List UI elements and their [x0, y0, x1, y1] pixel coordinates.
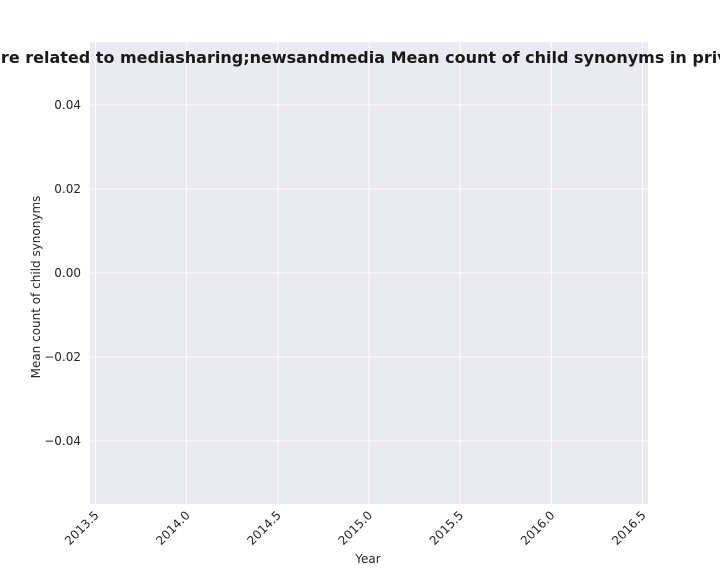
y-tick-label: −0.04 — [44, 434, 81, 448]
grid — [90, 42, 648, 504]
y-tick-label: 0.02 — [54, 182, 81, 196]
x-tick-label: 2015.5 — [427, 508, 467, 548]
x-tick-label: 2014.5 — [244, 508, 284, 548]
y-tick-label: 0.00 — [54, 266, 81, 280]
x-tick-label: 2016.5 — [609, 508, 649, 548]
x-tick-label: 2014.0 — [153, 508, 193, 548]
y-axis-ticks: 0.04 0.02 0.00 −0.02 −0.04 — [44, 98, 81, 448]
x-axis-label: Year — [354, 552, 380, 566]
y-axis-label: Mean count of child synonyms — [29, 196, 43, 379]
y-tick-label: 0.04 — [54, 98, 81, 112]
x-tick-label: 2015.0 — [336, 508, 376, 548]
x-tick-label: 2013.5 — [62, 508, 102, 548]
x-tick-label: 2016.0 — [518, 508, 558, 548]
x-axis-ticks: 2013.5 2014.0 2014.5 2015.0 2015.5 2016.0 2016… — [62, 508, 649, 548]
y-tick-label: −0.02 — [44, 350, 81, 364]
chart-title: Categories are related to mediasharing;n… — [0, 48, 720, 67]
